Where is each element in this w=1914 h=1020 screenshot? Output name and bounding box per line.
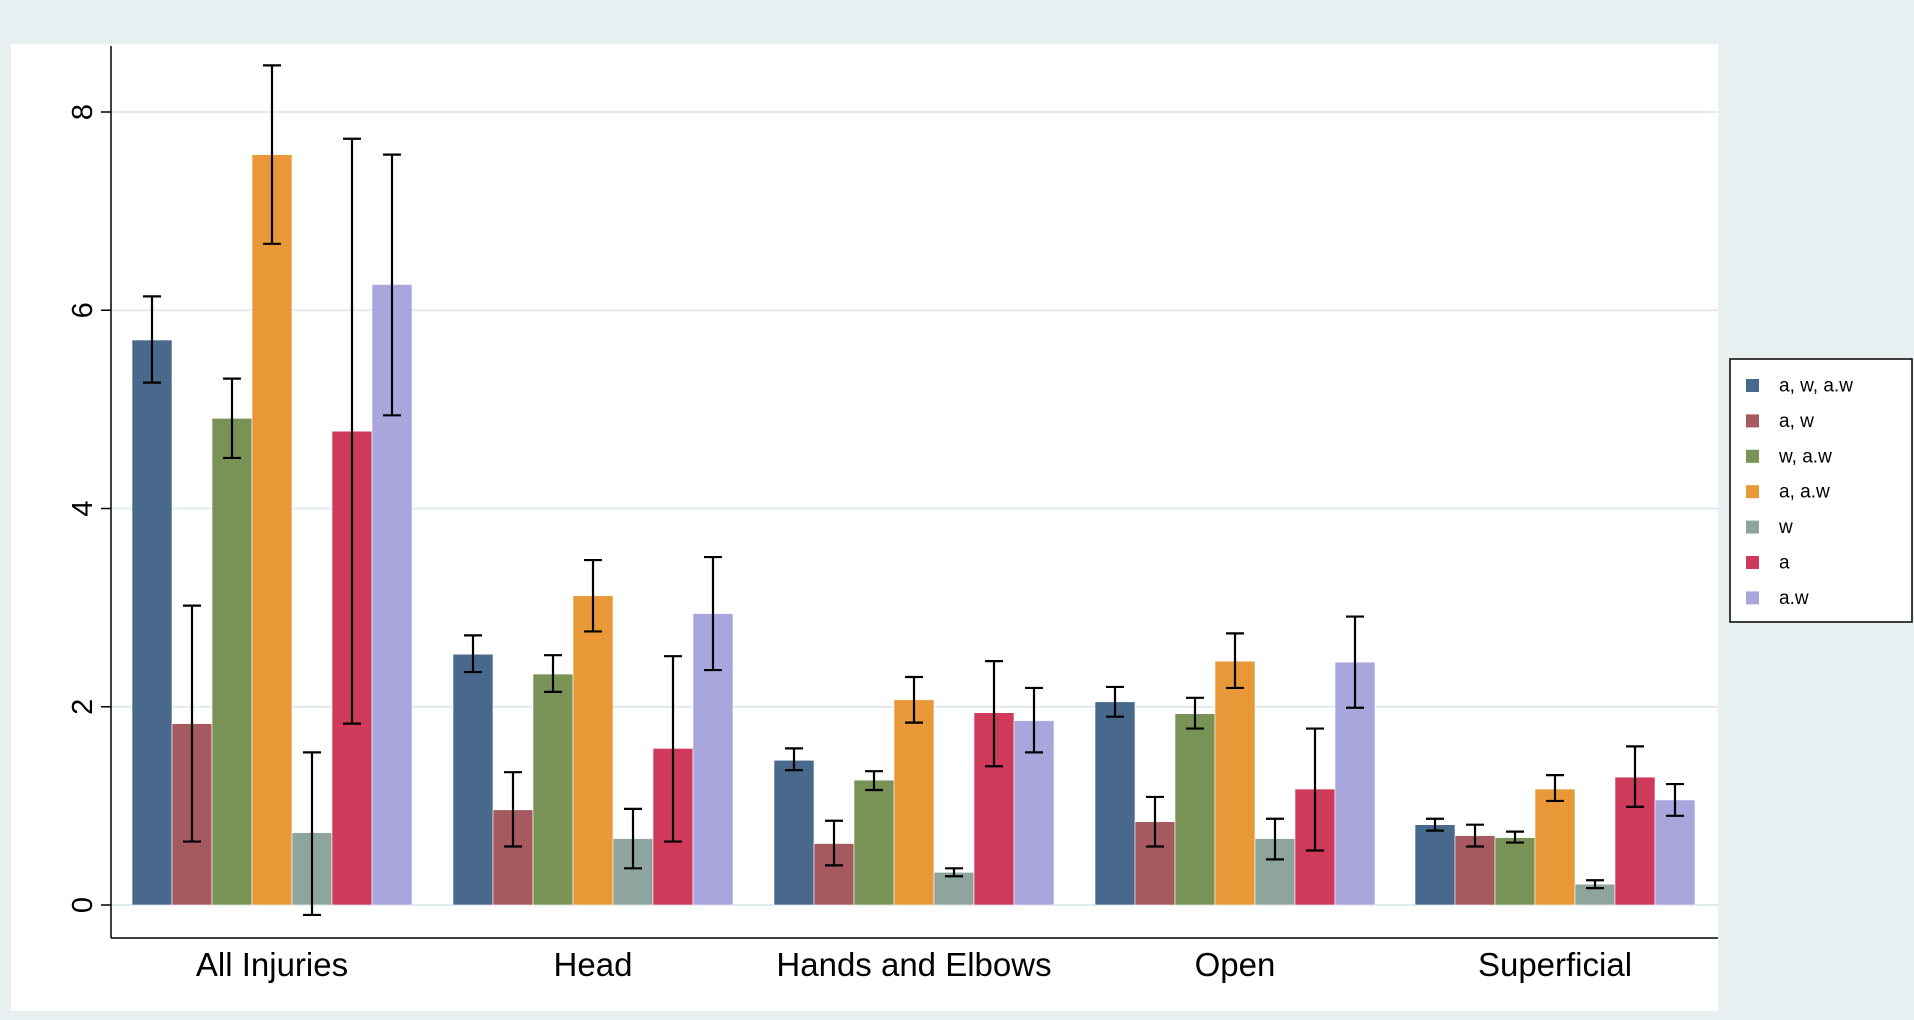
- legend-label: a.w: [1779, 588, 1809, 609]
- y-tick-label: 6: [67, 302, 99, 318]
- bar: [853, 779, 895, 906]
- bar: [1214, 660, 1256, 906]
- x-category-label: Open: [1195, 946, 1276, 983]
- legend-label: w, a.w: [1778, 446, 1832, 467]
- legend-swatch: [1746, 414, 1759, 428]
- legend-swatch: [1746, 591, 1759, 605]
- bar: [532, 673, 574, 906]
- bar: [251, 154, 293, 906]
- legend-swatch: [1746, 449, 1759, 463]
- legend-label: a: [1779, 553, 1790, 574]
- legend: a, w, a.w a, w w, a.w a, a.w wa a.w: [1729, 358, 1913, 623]
- bar: [572, 595, 614, 906]
- legend-label: a, a.w: [1779, 482, 1830, 503]
- bar: [1414, 824, 1456, 906]
- bar: [1494, 837, 1536, 906]
- bar: [773, 759, 815, 906]
- legend-label: a, w, a.w: [1779, 376, 1853, 397]
- legend-swatch: [1746, 379, 1759, 392]
- x-category-label: Head: [554, 946, 633, 983]
- bar: [933, 871, 975, 906]
- bar: [1174, 713, 1216, 906]
- legend-label: w: [1778, 517, 1793, 538]
- bar: [211, 417, 253, 906]
- y-tick-label: 2: [67, 699, 99, 715]
- axes: 0 2 4 6 8 All Injuries Head Hands and Elbows Ope…: [67, 46, 1718, 983]
- bar: [1094, 701, 1136, 906]
- y-tick-label: 4: [67, 500, 99, 516]
- y-tick-label: 0: [67, 897, 99, 913]
- bar: [893, 699, 935, 906]
- y-tick-label: 8: [67, 104, 99, 120]
- legend-swatch: [1746, 485, 1759, 499]
- bar: [452, 653, 494, 906]
- x-category-label: All Injuries: [196, 946, 348, 983]
- legend-label: a, w: [1779, 411, 1814, 432]
- bar: [131, 339, 173, 906]
- legend-box: [1729, 358, 1913, 623]
- x-category-label: Hands and Elbows: [776, 946, 1051, 983]
- legend-swatch: [1746, 520, 1759, 534]
- x-category-label: Superficial: [1478, 946, 1632, 983]
- bar: [1654, 799, 1696, 906]
- bar: [1534, 788, 1576, 906]
- error-bars: [143, 64, 1684, 917]
- legend-swatch: [1746, 556, 1759, 569]
